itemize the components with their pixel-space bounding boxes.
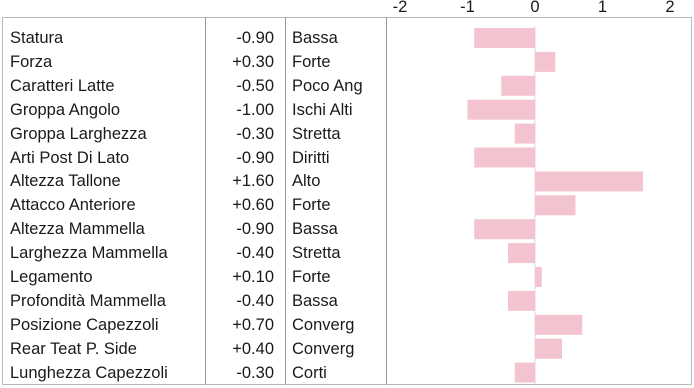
trait-label: Legamento [10,268,93,286]
bar [535,338,562,359]
trait-label: Lunghezza Capezzoli [10,363,168,382]
trait-class: Stretta [292,244,341,263]
trait-class: Stretta [292,124,341,143]
trait-value: -0.90 [236,29,274,47]
x-tick-label: 1 [597,0,608,16]
trait-value: -0.50 [236,76,274,95]
trait-value: +0.30 [232,52,274,71]
bar [508,243,535,264]
trait-class: Corti [292,363,327,382]
trait-class: Poco Ang [292,76,363,95]
bar [535,267,542,287]
trait-class: Forte [292,196,331,215]
trait-label: Rear Teat P. Side [10,339,137,358]
column-divider-class [386,17,387,385]
bar [508,290,535,311]
bar [514,362,535,383]
x-tick-label: -2 [392,0,408,16]
trait-class: Converg [292,315,355,334]
trait-label: Statura [10,29,64,47]
column-divider-value [285,17,286,385]
trait-label: Larghezza Mammella [10,244,168,263]
bar [467,99,535,120]
trait-class: Ischi Alti [292,100,353,119]
trait-class: Bassa [292,291,338,310]
trait-class: Forte [292,268,331,286]
trait-class: Diritti [292,148,330,167]
bar [501,75,535,96]
bar [474,219,535,240]
trait-label: Groppa Larghezza [10,124,147,143]
bar [474,28,535,48]
trait-label: Posizione Capezzoli [10,315,159,334]
trait-value: -0.30 [236,124,274,143]
trait-value: -0.30 [236,363,274,382]
trait-value: +0.40 [232,339,274,358]
trait-value: -0.90 [236,148,274,167]
trait-class: Alto [292,172,321,191]
trait-label: Attacco Anteriore [10,196,136,215]
trait-class: Forte [292,52,331,71]
trait-value: -0.40 [236,291,274,310]
x-tick-label: 0 [530,0,540,16]
trait-label: Groppa Angolo [10,100,121,119]
trait-label: Altezza Mammella [10,220,145,239]
trait-value: +0.10 [232,268,274,286]
x-tick-label: 2 [665,0,675,16]
trait-value: -0.40 [236,244,274,263]
trait-label: Altezza Tallone [10,172,121,191]
bar [474,147,535,168]
bar [514,123,535,144]
trait-value: +1.60 [232,172,274,191]
trait-value: +0.60 [232,196,274,215]
trait-label: Caratteri Latte [10,76,115,95]
column-divider-label [205,17,206,385]
trait-value: +0.70 [232,315,274,334]
trait-label: Forza [10,52,53,71]
trait-class: Bassa [292,220,338,239]
trait-value: -0.90 [236,220,274,239]
bar [535,314,583,335]
trait-class: Converg [292,339,355,358]
trait-label: Profondità Mammella [10,291,166,310]
trait-value: -1.00 [236,100,274,119]
bar [535,51,556,72]
chart-frame [2,17,692,385]
bar [535,171,643,192]
trait-label: Arti Post Di Lato [10,148,130,167]
trait-class: Bassa [292,29,338,47]
bar [535,195,576,216]
x-tick-label: -1 [460,0,475,16]
